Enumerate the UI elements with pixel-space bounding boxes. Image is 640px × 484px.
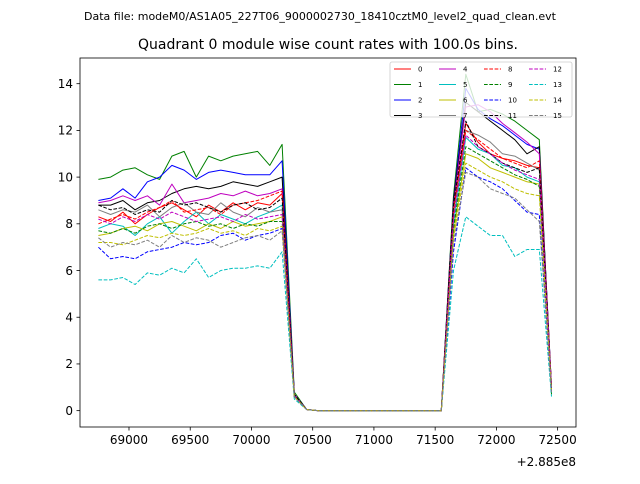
series-line-12 [98, 134, 552, 412]
legend-label-6: 6 [463, 97, 468, 105]
series-line-15 [98, 171, 552, 412]
y-tick-label: 8 [65, 217, 73, 231]
legend-box [389, 61, 573, 118]
y-tick-label: 4 [65, 311, 73, 325]
y-tick-label: 0 [65, 404, 73, 418]
y-tick-label: 10 [58, 170, 73, 184]
series-line-7 [98, 129, 552, 412]
y-tick-label: 6 [65, 264, 73, 278]
legend-label-4: 4 [463, 66, 468, 74]
x-tick-label: 72000 [477, 433, 515, 447]
x-tick-label: 69500 [171, 433, 209, 447]
series-line-10 [98, 167, 552, 412]
legend-label-0: 0 [418, 66, 422, 74]
y-tick-label: 14 [58, 77, 73, 91]
legend-label-13: 13 [553, 81, 562, 89]
legend-label-14: 14 [553, 97, 562, 105]
legend-label-1: 1 [418, 81, 422, 89]
x-axis-offset-label: +2.885e8 [517, 455, 576, 469]
series-line-13 [98, 216, 552, 412]
x-tick-label: 70500 [294, 433, 332, 447]
legend-label-11: 11 [508, 112, 517, 120]
legend-label-9: 9 [508, 81, 512, 89]
y-tick-label: 2 [65, 357, 73, 371]
chart-title: Quadrant 0 module wise count rates with … [138, 37, 518, 53]
legend-label-12: 12 [553, 66, 562, 74]
series-line-9 [98, 146, 552, 412]
legend-label-3: 3 [418, 112, 422, 120]
x-tick-label: 71500 [416, 433, 454, 447]
series-line-8 [98, 129, 552, 412]
legend-label-8: 8 [508, 66, 512, 74]
series-line-1 [98, 73, 552, 412]
series-lines [98, 73, 552, 412]
series-line-4 [98, 104, 552, 412]
series-line-3 [98, 101, 552, 412]
legend-label-7: 7 [463, 112, 467, 120]
y-tick-label: 12 [58, 124, 73, 138]
x-tick-label: 71000 [355, 433, 393, 447]
legend-label-15: 15 [553, 112, 562, 120]
x-tick-label: 72500 [539, 433, 577, 447]
legend-label-2: 2 [418, 97, 422, 105]
series-line-14 [98, 162, 552, 412]
series-line-6 [98, 153, 552, 412]
series-line-11 [98, 120, 552, 412]
x-tick-label: 70000 [232, 433, 270, 447]
figure-suptitle: Data file: modeM0/AS1A05_227T06_90000027… [84, 10, 557, 23]
legend-label-10: 10 [508, 97, 517, 105]
series-line-2 [98, 87, 552, 412]
plot-area: 69000 69500 70000 70500 71000 71500 72000 72500… [58, 57, 577, 447]
legend-label-5: 5 [463, 81, 467, 89]
x-tick-label: 69000 [110, 433, 148, 447]
series-line-5 [98, 136, 552, 412]
axes-frame [79, 57, 577, 428]
